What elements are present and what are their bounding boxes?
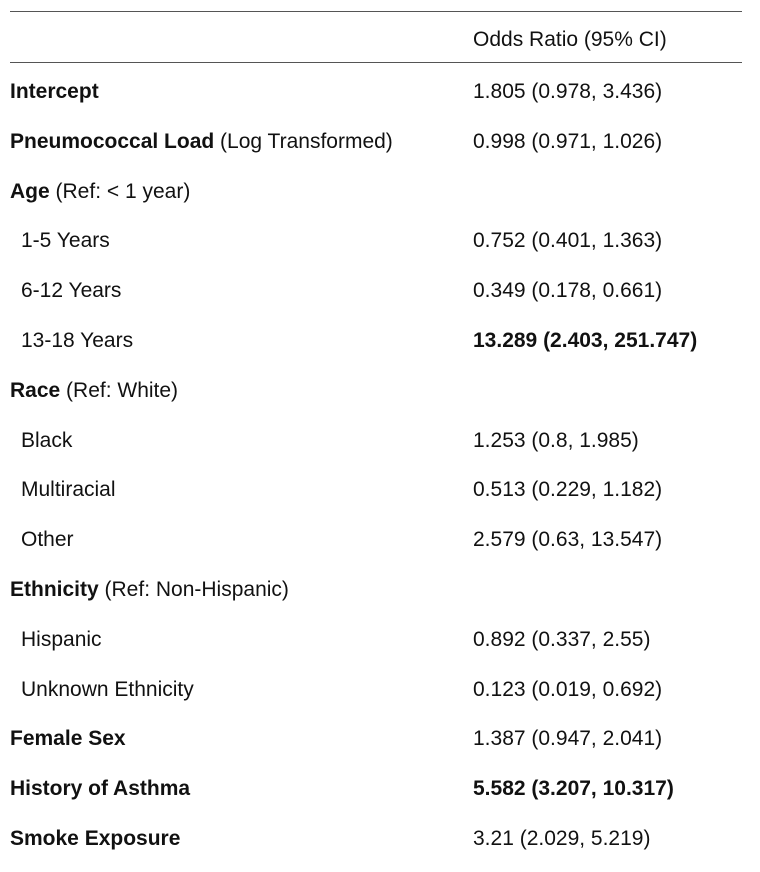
variable-name: Female Sex xyxy=(10,727,126,751)
table-row: Intercept 1.805 (0.978, 3.436) xyxy=(0,77,760,107)
row-label: Unknown Ethnicity xyxy=(21,675,194,705)
row-label: 13-18 Years xyxy=(21,326,133,356)
table-row: Age (Ref: < 1 year) xyxy=(0,177,760,207)
table-row: History of Asthma 5.582 (3.207, 10.317) xyxy=(0,774,760,804)
row-label: Hispanic xyxy=(21,625,102,655)
variable-name: 13-18 Years xyxy=(21,329,134,352)
odds-ratio-value: 0.752 (0.401, 1.363) xyxy=(473,229,663,253)
reference-note: (Ref: White) xyxy=(60,378,179,402)
row-label: Ethnicity (Ref: Non-Hispanic) xyxy=(10,575,289,605)
odds-ratio-value: 0.349 (0.178, 0.661) xyxy=(473,279,663,303)
variable-name: Intercept xyxy=(10,80,99,103)
row-label: 1-5 Years xyxy=(21,226,110,256)
table-row: Pneumococcal Load (Log Transformed) 0.998… xyxy=(0,127,760,157)
odds-ratio-value: 5.582 (3.207, 10.317) xyxy=(473,777,674,801)
odds-ratio-value: 13.289 (2.403, 251.747) xyxy=(473,329,698,352)
odds-ratio-value: 1.387 (0.947, 2.041) xyxy=(473,727,663,751)
table-row: Multiracial 0.513 (0.229, 1.182) xyxy=(0,475,760,505)
table-row: 6-12 Years 0.349 (0.178, 0.661) xyxy=(0,276,760,306)
variable-name: 1-5 Years xyxy=(21,229,110,253)
variable-name: Pneumococcal Load xyxy=(10,129,215,153)
table-row: Hispanic 0.892 (0.337, 2.55) xyxy=(0,625,760,655)
reference-note: (Ref: < 1 year) xyxy=(49,179,191,203)
row-label: 6-12 Years xyxy=(21,276,121,306)
table-row: Race (Ref: White) xyxy=(0,376,760,406)
odds-ratio-value: 0.998 (0.971, 1.026) xyxy=(473,129,663,153)
header-bottom-rule xyxy=(10,62,742,63)
table-row: 1-5 Years 0.752 (0.401, 1.363) xyxy=(0,226,760,256)
odds-ratio-value: 1.805 (0.978, 3.436) xyxy=(473,80,663,103)
row-label: Intercept xyxy=(10,77,99,107)
table-row: Other 2.579 (0.63, 13.547) xyxy=(0,525,760,555)
odds-ratio-value: 1.253 (0.8, 1.985) xyxy=(473,428,639,452)
odds-ratio-value: 0.123 (0.019, 0.692) xyxy=(473,677,663,701)
row-label: Female Sex xyxy=(10,724,126,754)
row-label: Race (Ref: White) xyxy=(10,376,178,406)
table-top-rule xyxy=(10,11,742,12)
variable-name: 6-12 Years xyxy=(21,279,122,303)
table-row: Female Sex 1.387 (0.947, 2.041) xyxy=(0,724,760,754)
variable-name: Unknown Ethnicity xyxy=(21,677,194,701)
odds-ratio-value: 0.892 (0.337, 2.55) xyxy=(473,627,651,651)
reference-note: (Ref: Non-Hispanic) xyxy=(98,578,289,601)
table-row: Smoke Exposure 3.21 (2.029, 5.219) xyxy=(0,824,760,854)
row-label: Pneumococcal Load (Log Transformed) xyxy=(10,127,393,157)
row-label: Black xyxy=(21,426,72,456)
variable-name: Multiracial xyxy=(21,478,116,502)
variable-name: Age xyxy=(10,179,50,203)
row-label: Smoke Exposure xyxy=(10,824,180,854)
variable-name: Hispanic xyxy=(21,627,102,651)
variable-name: Black xyxy=(21,428,73,452)
variable-name: Race xyxy=(10,378,61,402)
variable-name: Smoke Exposure xyxy=(10,827,181,850)
row-label: Other xyxy=(21,525,74,555)
variable-name: Other xyxy=(21,528,74,552)
table-row: Black 1.253 (0.8, 1.985) xyxy=(0,426,760,456)
odds-ratio-value: 0.513 (0.229, 1.182) xyxy=(473,478,663,502)
row-label: History of Asthma xyxy=(10,774,190,804)
table-row: Ethnicity (Ref: Non-Hispanic) xyxy=(0,575,760,605)
table-row: 13-18 Years 13.289 (2.403, 251.747) xyxy=(0,326,760,356)
table-row: Unknown Ethnicity 0.123 (0.019, 0.692) xyxy=(0,675,760,705)
row-label: Multiracial xyxy=(21,475,116,505)
variable-name: Ethnicity xyxy=(10,578,99,601)
column-header-odds-ratio: Odds Ratio (95% CI) xyxy=(473,28,667,51)
variable-name: History of Asthma xyxy=(10,777,191,801)
row-label: Age (Ref: < 1 year) xyxy=(10,177,190,207)
reference-note: (Log Transformed) xyxy=(214,129,393,153)
odds-ratio-value: 3.21 (2.029, 5.219) xyxy=(473,827,651,850)
odds-ratio-value: 2.579 (0.63, 13.547) xyxy=(473,528,663,552)
